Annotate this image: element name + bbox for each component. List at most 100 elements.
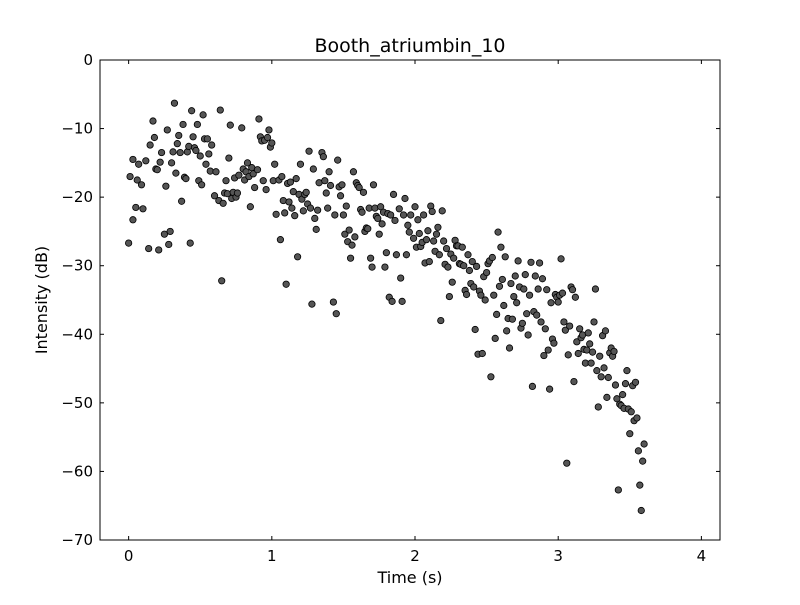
data-point — [392, 251, 400, 259]
data-point — [544, 346, 552, 354]
data-point — [189, 133, 197, 141]
data-point — [500, 301, 508, 310]
data-point — [458, 243, 466, 251]
data-point — [520, 285, 528, 293]
data-point — [639, 457, 647, 465]
data-point — [324, 204, 332, 212]
data-point — [271, 160, 279, 168]
data-point — [226, 121, 234, 129]
data-point — [407, 211, 415, 219]
data-point — [525, 291, 534, 299]
data-point — [251, 183, 259, 192]
data-point — [546, 385, 554, 393]
data-point — [331, 211, 339, 219]
data-point — [286, 178, 295, 186]
data-point — [355, 183, 363, 192]
data-point — [535, 259, 544, 267]
data-point — [513, 299, 521, 307]
data-point — [631, 378, 640, 386]
data-point — [557, 255, 565, 263]
data-point — [149, 117, 157, 125]
data-point — [349, 168, 358, 176]
data-point — [165, 240, 173, 249]
data-point — [440, 237, 448, 245]
data-point — [208, 141, 216, 149]
data-point — [537, 318, 545, 326]
data-point — [292, 175, 300, 183]
data-point — [397, 274, 405, 282]
data-point — [430, 237, 438, 245]
data-point — [550, 339, 558, 347]
plot-frame — [99, 59, 721, 541]
data-point — [193, 120, 201, 129]
data-point — [507, 279, 515, 288]
data-point — [391, 216, 399, 225]
data-point — [182, 175, 190, 183]
data-point — [495, 282, 504, 290]
data-point — [326, 181, 335, 190]
data-point — [437, 316, 445, 325]
data-point — [540, 351, 548, 360]
data-point — [428, 207, 436, 216]
data-point — [278, 172, 286, 181]
y-tick-label: −10 — [61, 120, 93, 138]
data-point — [563, 459, 571, 467]
data-point — [613, 395, 621, 403]
data-point — [375, 230, 383, 238]
data-point — [321, 177, 329, 185]
data-point — [510, 292, 518, 301]
data-point — [584, 329, 592, 337]
data-point — [587, 359, 595, 367]
y-axis: 0 −10 −20 −30 −40 −50 −60 −70 — [61, 51, 720, 549]
data-point — [636, 481, 644, 489]
data-point — [425, 257, 433, 266]
data-point — [172, 169, 180, 177]
data-point — [210, 192, 219, 200]
data-point — [405, 228, 413, 236]
data-point — [296, 160, 305, 168]
data-point — [345, 226, 353, 234]
data-point — [359, 188, 368, 196]
data-point — [202, 160, 210, 168]
data-point — [243, 159, 252, 167]
data-point — [438, 207, 446, 215]
data-point — [481, 296, 489, 304]
data-point — [153, 166, 161, 174]
data-point — [448, 278, 456, 286]
data-point — [332, 310, 340, 318]
data-point — [404, 221, 412, 229]
data-point — [178, 197, 186, 205]
data-point — [604, 373, 612, 382]
data-point — [511, 272, 519, 280]
data-point — [198, 181, 206, 189]
data-point — [233, 189, 242, 197]
data-point — [129, 155, 137, 164]
data-point — [505, 344, 514, 352]
data-point — [533, 311, 541, 319]
data-point — [222, 177, 230, 185]
data-point — [369, 181, 378, 189]
data-point — [399, 211, 408, 219]
data-point — [305, 147, 313, 155]
data-point — [368, 263, 376, 271]
data-point — [422, 236, 431, 244]
data-point — [389, 190, 398, 198]
data-point — [600, 364, 608, 372]
data-point — [435, 251, 443, 259]
data-point — [623, 367, 631, 375]
data-point — [146, 141, 154, 149]
data-point — [157, 148, 166, 157]
data-point — [289, 188, 297, 196]
data-point — [531, 272, 539, 280]
data-point — [262, 186, 270, 194]
data-point — [314, 206, 322, 214]
data-point — [225, 154, 233, 162]
data-point — [179, 120, 187, 129]
data-point — [610, 347, 618, 356]
data-point — [468, 257, 476, 266]
data-point — [442, 244, 451, 253]
data-point — [450, 254, 458, 262]
data-point — [150, 133, 159, 142]
y-tick-label: −30 — [61, 257, 93, 275]
data-point — [218, 277, 226, 285]
